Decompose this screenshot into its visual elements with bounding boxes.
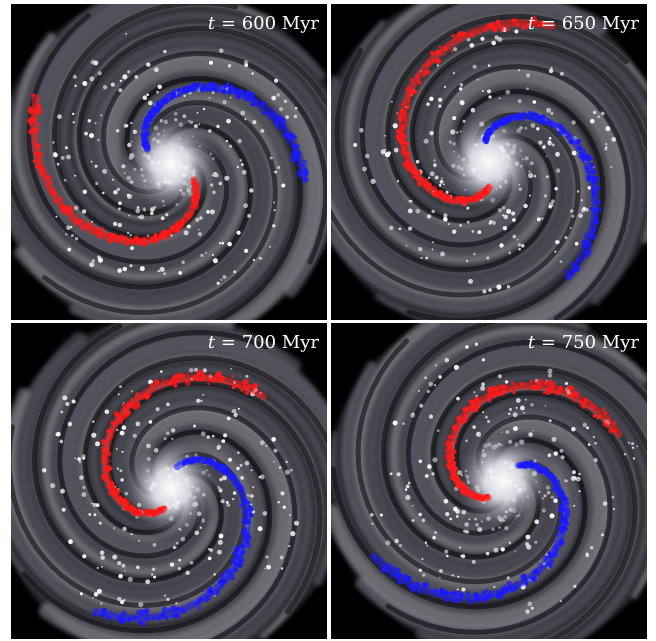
galaxy-image (11, 323, 327, 639)
galaxy-panel-650: t = 650 Myr (331, 4, 647, 320)
galaxy-image (11, 4, 327, 320)
galaxy-panel-700: t = 700 Myr (11, 323, 327, 639)
time-label: t = 650 Myr (527, 13, 639, 34)
time-label: t = 750 Myr (527, 332, 639, 353)
galaxy-panel-600: t = 600 Myr (11, 4, 327, 320)
galaxy-image (331, 323, 647, 639)
galaxy-panel-750: t = 750 Myr (331, 323, 647, 639)
time-label: t = 600 Myr (207, 13, 319, 34)
galaxy-image (331, 4, 647, 320)
time-label: t = 700 Myr (207, 332, 319, 353)
